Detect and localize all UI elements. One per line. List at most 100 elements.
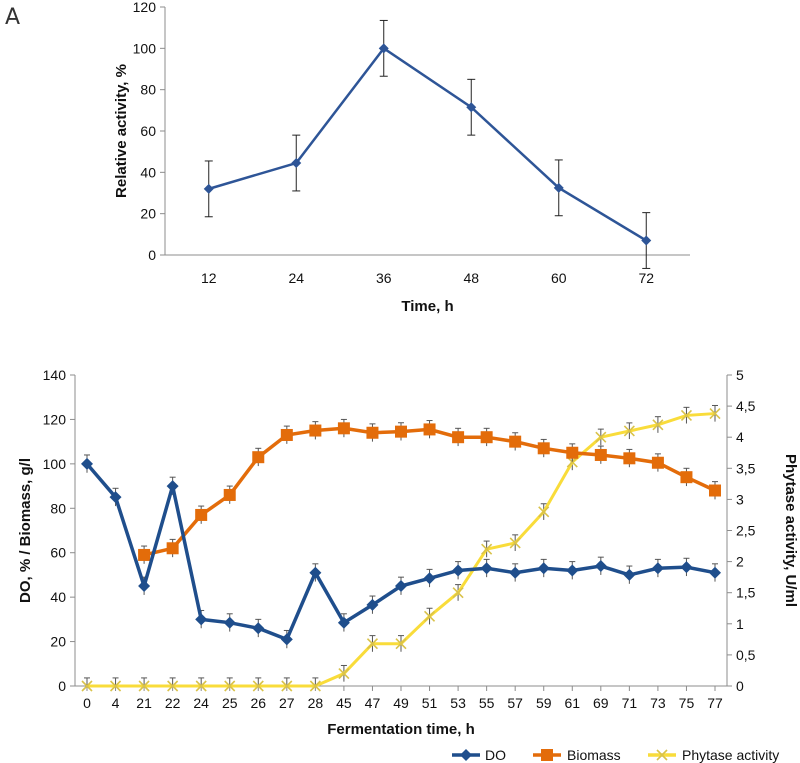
right-tick-label: 2 bbox=[736, 554, 744, 570]
x-tick-label: 27 bbox=[279, 695, 295, 711]
do-point bbox=[566, 564, 579, 577]
phytase-point bbox=[509, 537, 521, 549]
do-point bbox=[366, 598, 379, 611]
phytase-point bbox=[138, 680, 150, 692]
do-point bbox=[337, 616, 350, 629]
phytase-point bbox=[652, 419, 664, 431]
phytase-point bbox=[167, 680, 179, 692]
do-point bbox=[280, 633, 293, 646]
x-tick-label: 57 bbox=[507, 695, 523, 711]
data-point bbox=[203, 183, 214, 194]
left-tick-label: 20 bbox=[50, 634, 66, 650]
do-point bbox=[623, 568, 636, 581]
y-axis-title: Relative activity, % bbox=[113, 64, 130, 198]
left-axis-title: DO, % / Biomass, g/l bbox=[17, 458, 34, 603]
left-tick-label: 40 bbox=[50, 589, 66, 605]
do-point bbox=[309, 566, 322, 579]
x-tick-label: 48 bbox=[463, 270, 479, 286]
y-tick-label: 60 bbox=[140, 123, 156, 139]
do-point bbox=[651, 562, 664, 575]
legend-label: Phytase activity bbox=[682, 747, 779, 763]
data-point bbox=[553, 182, 564, 193]
y-tick-label: 40 bbox=[140, 164, 156, 180]
x-tick-label: 36 bbox=[376, 270, 392, 286]
biomass-point bbox=[423, 423, 436, 436]
left-tick-label: 100 bbox=[43, 456, 67, 472]
x-tick-label: 60 bbox=[551, 270, 567, 286]
biomass-point bbox=[537, 442, 550, 455]
phytase-point bbox=[423, 610, 436, 622]
legend-marker bbox=[460, 749, 472, 761]
biomass-point bbox=[166, 542, 179, 555]
x-tick-label: 55 bbox=[479, 695, 495, 711]
x-tick-label: 73 bbox=[650, 695, 666, 711]
biomass-point bbox=[509, 435, 522, 448]
biomass-point bbox=[195, 508, 208, 521]
x-tick-label: 45 bbox=[336, 695, 352, 711]
left-tick-label: 60 bbox=[50, 545, 66, 561]
x-tick-label: 24 bbox=[193, 695, 209, 711]
biomass-point bbox=[223, 488, 236, 501]
right-tick-label: 0,5 bbox=[736, 647, 756, 663]
biomass-point bbox=[337, 422, 350, 435]
right-tick-label: 1 bbox=[736, 616, 744, 632]
x-axis-title: Time, h bbox=[401, 298, 453, 315]
legend-label: Biomass bbox=[567, 747, 621, 763]
do-point bbox=[252, 622, 265, 635]
biomass-point bbox=[709, 484, 721, 497]
data-point bbox=[641, 235, 652, 246]
x-tick-label: 21 bbox=[136, 695, 152, 711]
x-tick-label: 49 bbox=[393, 695, 409, 711]
right-axis-title: Phytase activity, U/ml bbox=[782, 454, 799, 607]
x-tick-label: 47 bbox=[365, 695, 381, 711]
data-point bbox=[378, 43, 389, 54]
biomass-point bbox=[651, 456, 664, 469]
biomass-point bbox=[309, 424, 322, 437]
phytase-point bbox=[195, 680, 207, 692]
x-tick-label: 26 bbox=[250, 695, 266, 711]
data-point bbox=[466, 102, 477, 113]
right-tick-label: 5 bbox=[736, 367, 744, 383]
do-point bbox=[452, 564, 465, 577]
do-point bbox=[81, 457, 93, 470]
y-tick-label: 0 bbox=[148, 247, 156, 263]
relative-activity-chart: 0 20 40 60 80 100 120 12 24 36 48 60 72 Time, h Relati… bbox=[113, 0, 690, 315]
phytase-point bbox=[452, 587, 464, 599]
right-tick-label: 1,5 bbox=[736, 585, 756, 601]
phytase-point bbox=[595, 431, 607, 443]
phytase-point bbox=[538, 506, 550, 518]
phytase-point bbox=[623, 425, 635, 437]
data-point bbox=[291, 158, 302, 169]
phytase-point bbox=[366, 638, 379, 650]
legend-marker bbox=[656, 749, 668, 761]
do-point bbox=[480, 562, 493, 575]
biomass-point bbox=[252, 451, 265, 464]
right-tick-label: 4,5 bbox=[736, 398, 756, 414]
legend-label: DO bbox=[485, 747, 506, 763]
phytase-point bbox=[338, 667, 350, 680]
do-point bbox=[138, 580, 151, 593]
x-tick-label: 59 bbox=[536, 695, 552, 711]
x-tick-label: 4 bbox=[112, 695, 120, 711]
x-tick-label: 77 bbox=[707, 695, 723, 711]
y-tick-label: 20 bbox=[140, 206, 156, 222]
phytase-point bbox=[680, 409, 693, 421]
do-point bbox=[109, 491, 122, 504]
x-tick-label: 0 bbox=[83, 695, 91, 711]
panel-label: A bbox=[5, 5, 20, 30]
x-tick-label: 53 bbox=[450, 695, 466, 711]
y-tick-label: 120 bbox=[133, 0, 157, 15]
biomass-point bbox=[623, 452, 636, 465]
x-tick-label: 75 bbox=[679, 695, 695, 711]
do-point bbox=[395, 580, 407, 593]
do-point bbox=[509, 566, 522, 579]
biomass-point bbox=[395, 425, 407, 438]
phytase-point bbox=[309, 680, 321, 692]
do-point bbox=[223, 616, 236, 629]
do-point bbox=[537, 562, 550, 575]
biomass-point bbox=[480, 431, 493, 444]
left-tick-label: 80 bbox=[50, 500, 66, 516]
phytase-point bbox=[281, 680, 293, 692]
series-line-0 bbox=[85, 462, 716, 642]
